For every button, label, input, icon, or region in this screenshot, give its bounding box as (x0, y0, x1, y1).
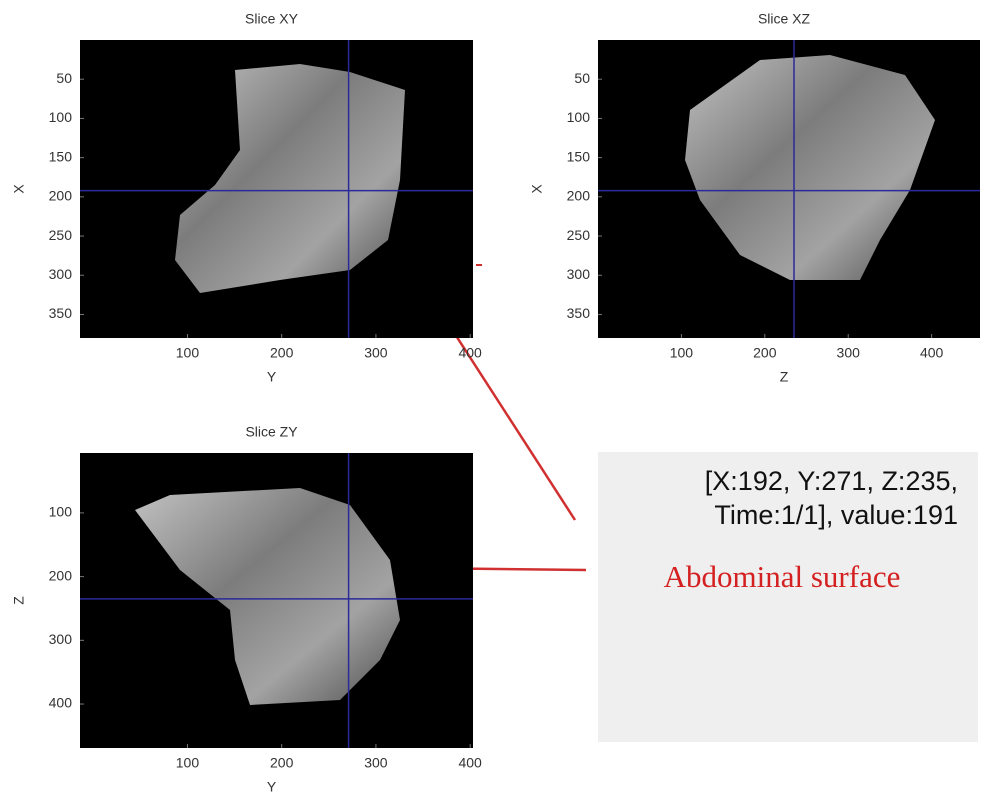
viewer: [X:192, Y:271, Z:235, Time:1/1], value:1… (0, 0, 981, 801)
x-tick-label: 200 (753, 345, 777, 361)
y-tick-label: 200 (49, 188, 73, 204)
y-tick-label: 150 (567, 148, 591, 164)
x-axis-label: Y (267, 369, 277, 385)
panel-title: Slice ZY (245, 424, 298, 440)
y-axis-label: X (529, 184, 545, 194)
x-tick-label: 300 (364, 345, 388, 361)
y-tick-label: 100 (49, 109, 73, 125)
y-tick-label: 350 (567, 305, 591, 321)
x-axis-label: Z (780, 369, 789, 385)
x-tick-label: 100 (176, 345, 200, 361)
panel-title: Slice XY (245, 11, 299, 27)
y-tick-label: 300 (49, 631, 73, 647)
y-tick-label: 50 (56, 70, 72, 86)
x-tick-label: 400 (458, 345, 482, 361)
y-tick-label: 50 (574, 70, 590, 86)
y-tick-label: 250 (49, 227, 73, 243)
y-tick-label: 300 (567, 266, 591, 282)
x-tick-label: 200 (270, 755, 294, 771)
x-tick-label: 300 (364, 755, 388, 771)
info-line: [X:192, Y:271, Z:235, (705, 466, 958, 496)
y-tick-label: 250 (567, 227, 591, 243)
x-tick-label: 400 (920, 345, 944, 361)
panel-title: Slice XZ (758, 11, 811, 27)
y-tick-label: 400 (49, 695, 73, 711)
y-tick-label: 200 (49, 567, 73, 583)
x-tick-label: 400 (458, 755, 482, 771)
y-tick-label: 150 (49, 148, 73, 164)
y-tick-label: 100 (49, 504, 73, 520)
y-tick-label: 350 (49, 305, 73, 321)
x-tick-label: 300 (837, 345, 861, 361)
x-tick-label: 100 (176, 755, 200, 771)
y-tick-label: 300 (49, 266, 73, 282)
y-tick-label: 100 (567, 109, 591, 125)
x-tick-label: 200 (270, 345, 294, 361)
y-axis-label: X (11, 184, 27, 194)
y-tick-label: 200 (567, 188, 591, 204)
x-tick-label: 100 (670, 345, 694, 361)
y-axis-label: Z (11, 596, 27, 605)
info-line: Time:1/1], value:191 (714, 500, 958, 530)
annotation: Abdominal surface (664, 559, 901, 594)
x-axis-label: Y (267, 779, 277, 795)
